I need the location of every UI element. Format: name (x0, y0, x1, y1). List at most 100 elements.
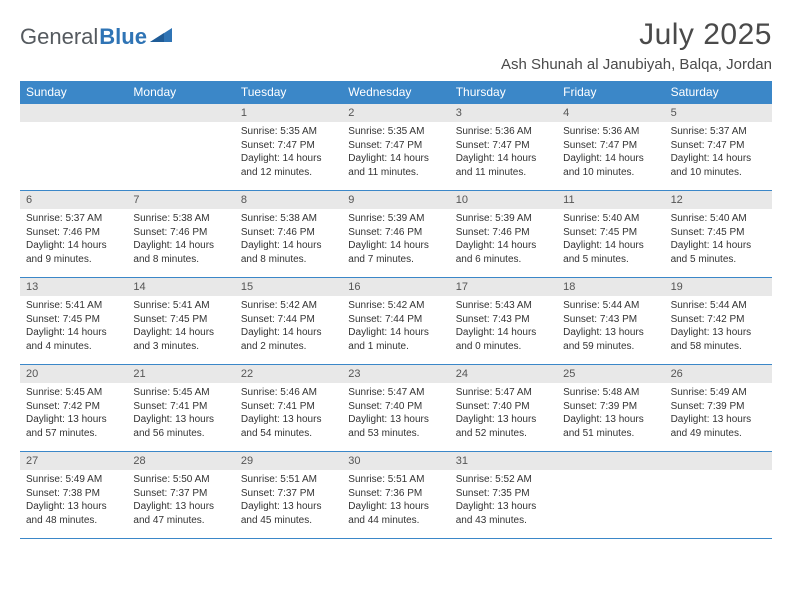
calendar-cell: 10Sunrise: 5:39 AMSunset: 7:46 PMDayligh… (450, 191, 557, 277)
day-content: Sunrise: 5:49 AMSunset: 7:39 PMDaylight:… (665, 383, 772, 446)
sunrise-line: Sunrise: 5:38 AM (241, 212, 336, 226)
daylight-line: Daylight: 13 hours and 59 minutes. (563, 326, 658, 353)
daylight-line: Daylight: 14 hours and 5 minutes. (563, 239, 658, 266)
daylight-line: Daylight: 13 hours and 53 minutes. (348, 413, 443, 440)
calendar-cell: 1Sunrise: 5:35 AMSunset: 7:47 PMDaylight… (235, 104, 342, 190)
sunrise-line: Sunrise: 5:46 AM (241, 386, 336, 400)
day-content: Sunrise: 5:38 AMSunset: 7:46 PMDaylight:… (235, 209, 342, 272)
sunset-line: Sunset: 7:40 PM (348, 400, 443, 414)
daylight-line: Daylight: 14 hours and 6 minutes. (456, 239, 551, 266)
calendar-cell (665, 452, 772, 538)
day-number: 4 (557, 104, 664, 122)
calendar-cell: 18Sunrise: 5:44 AMSunset: 7:43 PMDayligh… (557, 278, 664, 364)
calendar-cell (20, 104, 127, 190)
calendar-cell: 30Sunrise: 5:51 AMSunset: 7:36 PMDayligh… (342, 452, 449, 538)
sunrise-line: Sunrise: 5:41 AM (26, 299, 121, 313)
sunset-line: Sunset: 7:45 PM (26, 313, 121, 327)
sunset-line: Sunset: 7:43 PM (563, 313, 658, 327)
sunset-line: Sunset: 7:37 PM (241, 487, 336, 501)
sunrise-line: Sunrise: 5:45 AM (133, 386, 228, 400)
calendar-cell: 17Sunrise: 5:43 AMSunset: 7:43 PMDayligh… (450, 278, 557, 364)
day-content: Sunrise: 5:51 AMSunset: 7:37 PMDaylight:… (235, 470, 342, 533)
sunrise-line: Sunrise: 5:38 AM (133, 212, 228, 226)
sunset-line: Sunset: 7:46 PM (348, 226, 443, 240)
day-number: 9 (342, 191, 449, 209)
daylight-line: Daylight: 14 hours and 2 minutes. (241, 326, 336, 353)
day-content: Sunrise: 5:41 AMSunset: 7:45 PMDaylight:… (127, 296, 234, 359)
sunset-line: Sunset: 7:38 PM (26, 487, 121, 501)
daylight-line: Daylight: 13 hours and 45 minutes. (241, 500, 336, 527)
sunset-line: Sunset: 7:43 PM (456, 313, 551, 327)
daylight-line: Daylight: 14 hours and 0 minutes. (456, 326, 551, 353)
day-content: Sunrise: 5:36 AMSunset: 7:47 PMDaylight:… (450, 122, 557, 185)
calendar-cell: 21Sunrise: 5:45 AMSunset: 7:41 PMDayligh… (127, 365, 234, 451)
sunrise-line: Sunrise: 5:40 AM (671, 212, 766, 226)
daylight-line: Daylight: 14 hours and 12 minutes. (241, 152, 336, 179)
title-block: July 2025 Ash Shunah al Janubiyah, Balqa… (501, 18, 772, 73)
sunset-line: Sunset: 7:47 PM (563, 139, 658, 153)
sunset-line: Sunset: 7:42 PM (671, 313, 766, 327)
calendar-weeks: 1Sunrise: 5:35 AMSunset: 7:47 PMDaylight… (20, 104, 772, 539)
sunrise-line: Sunrise: 5:51 AM (241, 473, 336, 487)
day-content: Sunrise: 5:40 AMSunset: 7:45 PMDaylight:… (665, 209, 772, 272)
calendar-cell: 6Sunrise: 5:37 AMSunset: 7:46 PMDaylight… (20, 191, 127, 277)
day-number: 21 (127, 365, 234, 383)
sunrise-line: Sunrise: 5:48 AM (563, 386, 658, 400)
sunset-line: Sunset: 7:45 PM (563, 226, 658, 240)
daylight-line: Daylight: 13 hours and 52 minutes. (456, 413, 551, 440)
day-content: Sunrise: 5:44 AMSunset: 7:43 PMDaylight:… (557, 296, 664, 359)
sunrise-line: Sunrise: 5:37 AM (671, 125, 766, 139)
sunset-line: Sunset: 7:39 PM (563, 400, 658, 414)
day-content: Sunrise: 5:50 AMSunset: 7:37 PMDaylight:… (127, 470, 234, 533)
calendar-cell (127, 104, 234, 190)
daylight-line: Daylight: 14 hours and 1 minute. (348, 326, 443, 353)
sunset-line: Sunset: 7:45 PM (671, 226, 766, 240)
calendar-cell: 13Sunrise: 5:41 AMSunset: 7:45 PMDayligh… (20, 278, 127, 364)
calendar-cell: 31Sunrise: 5:52 AMSunset: 7:35 PMDayligh… (450, 452, 557, 538)
sunrise-line: Sunrise: 5:39 AM (348, 212, 443, 226)
day-content: Sunrise: 5:36 AMSunset: 7:47 PMDaylight:… (557, 122, 664, 185)
day-number: 26 (665, 365, 772, 383)
calendar-cell: 4Sunrise: 5:36 AMSunset: 7:47 PMDaylight… (557, 104, 664, 190)
daylight-line: Daylight: 13 hours and 43 minutes. (456, 500, 551, 527)
sunset-line: Sunset: 7:44 PM (348, 313, 443, 327)
day-number: 19 (665, 278, 772, 296)
sunrise-line: Sunrise: 5:42 AM (241, 299, 336, 313)
location-label: Ash Shunah al Janubiyah, Balqa, Jordan (501, 56, 772, 73)
day-number: 8 (235, 191, 342, 209)
day-content: Sunrise: 5:40 AMSunset: 7:45 PMDaylight:… (557, 209, 664, 272)
daylight-line: Daylight: 13 hours and 58 minutes. (671, 326, 766, 353)
sunset-line: Sunset: 7:39 PM (671, 400, 766, 414)
daylight-line: Daylight: 13 hours and 49 minutes. (671, 413, 766, 440)
sunset-line: Sunset: 7:46 PM (241, 226, 336, 240)
day-content: Sunrise: 5:45 AMSunset: 7:42 PMDaylight:… (20, 383, 127, 446)
sunrise-line: Sunrise: 5:44 AM (563, 299, 658, 313)
day-number: 5 (665, 104, 772, 122)
sunrise-line: Sunrise: 5:52 AM (456, 473, 551, 487)
day-number: 30 (342, 452, 449, 470)
day-number: 29 (235, 452, 342, 470)
calendar-cell: 24Sunrise: 5:47 AMSunset: 7:40 PMDayligh… (450, 365, 557, 451)
sunrise-line: Sunrise: 5:40 AM (563, 212, 658, 226)
sunset-line: Sunset: 7:47 PM (671, 139, 766, 153)
day-number: 17 (450, 278, 557, 296)
calendar-cell: 8Sunrise: 5:38 AMSunset: 7:46 PMDaylight… (235, 191, 342, 277)
calendar-cell: 29Sunrise: 5:51 AMSunset: 7:37 PMDayligh… (235, 452, 342, 538)
day-number (20, 104, 127, 122)
day-number: 13 (20, 278, 127, 296)
daylight-line: Daylight: 13 hours and 47 minutes. (133, 500, 228, 527)
day-number: 28 (127, 452, 234, 470)
day-number: 16 (342, 278, 449, 296)
day-content: Sunrise: 5:47 AMSunset: 7:40 PMDaylight:… (342, 383, 449, 446)
sunrise-line: Sunrise: 5:35 AM (348, 125, 443, 139)
weekday-header: Tuesday (235, 81, 342, 104)
day-number: 10 (450, 191, 557, 209)
day-content: Sunrise: 5:51 AMSunset: 7:36 PMDaylight:… (342, 470, 449, 533)
sunset-line: Sunset: 7:46 PM (133, 226, 228, 240)
weekday-header: Saturday (665, 81, 772, 104)
day-content: Sunrise: 5:39 AMSunset: 7:46 PMDaylight:… (342, 209, 449, 272)
day-content (20, 122, 127, 131)
calendar-week-row: 1Sunrise: 5:35 AMSunset: 7:47 PMDaylight… (20, 104, 772, 191)
sunset-line: Sunset: 7:41 PM (241, 400, 336, 414)
calendar-cell: 27Sunrise: 5:49 AMSunset: 7:38 PMDayligh… (20, 452, 127, 538)
